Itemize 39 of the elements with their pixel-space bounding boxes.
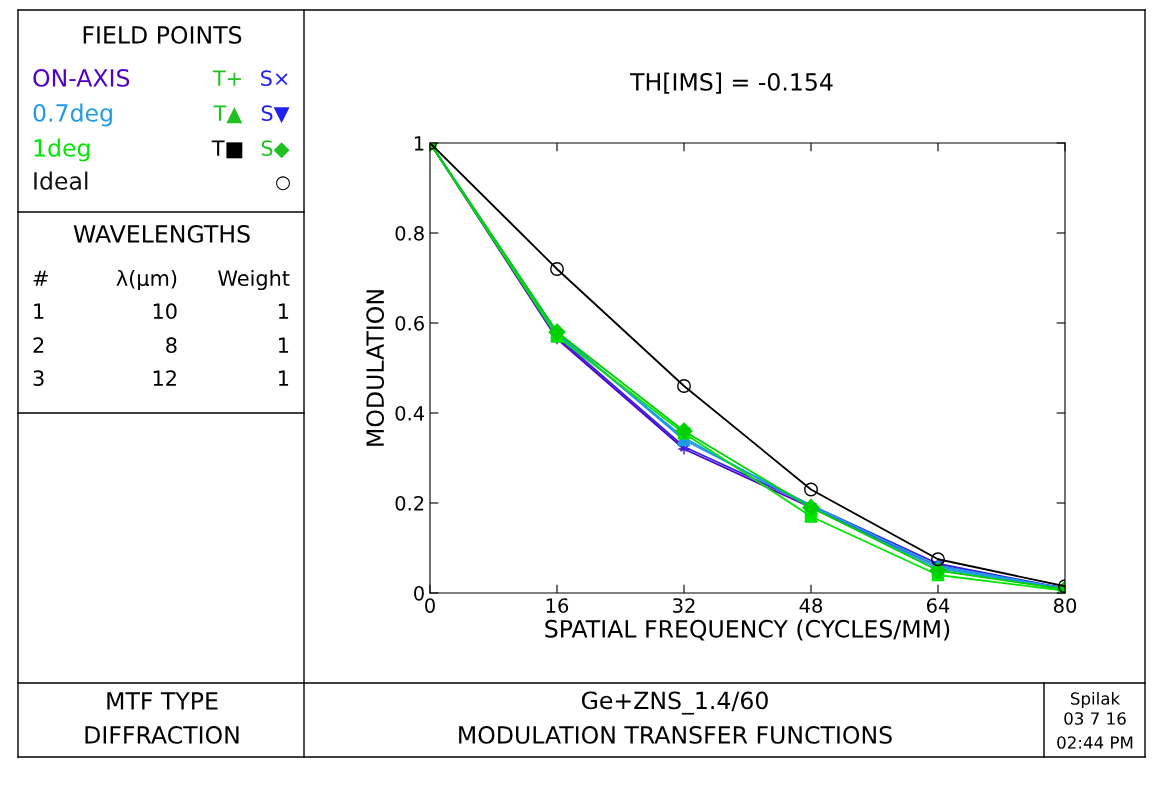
x-tick-label: 0 — [425, 598, 435, 613]
text: # λ(μm) Weight — [33, 269, 290, 291]
text: WAVELENGTHS — [73, 224, 250, 243]
y-tick-label: 0.6 — [395, 315, 424, 331]
text: T▲ — [213, 105, 243, 124]
text: ○ — [276, 176, 290, 191]
text: T+ — [212, 70, 241, 86]
text: MTF TYPE — [107, 692, 218, 710]
text: 3 12 1 — [33, 370, 289, 387]
text: Spilak — [1070, 691, 1121, 709]
y-tick-label: 0 — [414, 585, 424, 601]
text: S◆ — [261, 140, 290, 159]
text: Ideal — [34, 171, 88, 190]
text: Ge+ZNS_1.4/60 — [581, 691, 768, 715]
chart-title: TH[IMS] = -0.154 — [630, 72, 833, 94]
text: 0.7deg — [33, 103, 112, 127]
x-tick-label: 64 — [926, 598, 950, 613]
x-tick-label: 16 — [546, 598, 569, 613]
text: FIELD POINTS — [83, 25, 242, 44]
x-tick-label: 32 — [673, 598, 695, 613]
text: 03 7 16 — [1064, 712, 1126, 725]
x-tick-label: 80 — [1053, 598, 1077, 613]
y-tick-label: 1 — [414, 136, 424, 151]
y-tick-label: 0.2 — [395, 495, 424, 511]
text: 1 10 1 — [34, 303, 289, 320]
y-axis-title: MODULATION — [366, 290, 385, 446]
text: S× — [261, 70, 288, 87]
text: 1deg — [34, 138, 90, 162]
x-tick-label: 48 — [799, 598, 823, 613]
text: 2 8 1 — [33, 337, 289, 354]
y-tick-label: 0.8 — [395, 225, 424, 241]
text: T■ — [211, 140, 243, 159]
y-tick-label: 0.4 — [395, 405, 425, 421]
text: MODULATION TRANSFER FUNCTIONS — [459, 725, 892, 744]
text: DIFFRACTION — [85, 725, 239, 744]
x-axis-title: SPATIAL FREQUENCY (CYCLES/MM) — [545, 619, 950, 641]
text: S▼ — [261, 105, 290, 124]
text: ON-AXIS — [33, 68, 130, 87]
text: 02:44 PM — [1057, 736, 1133, 749]
